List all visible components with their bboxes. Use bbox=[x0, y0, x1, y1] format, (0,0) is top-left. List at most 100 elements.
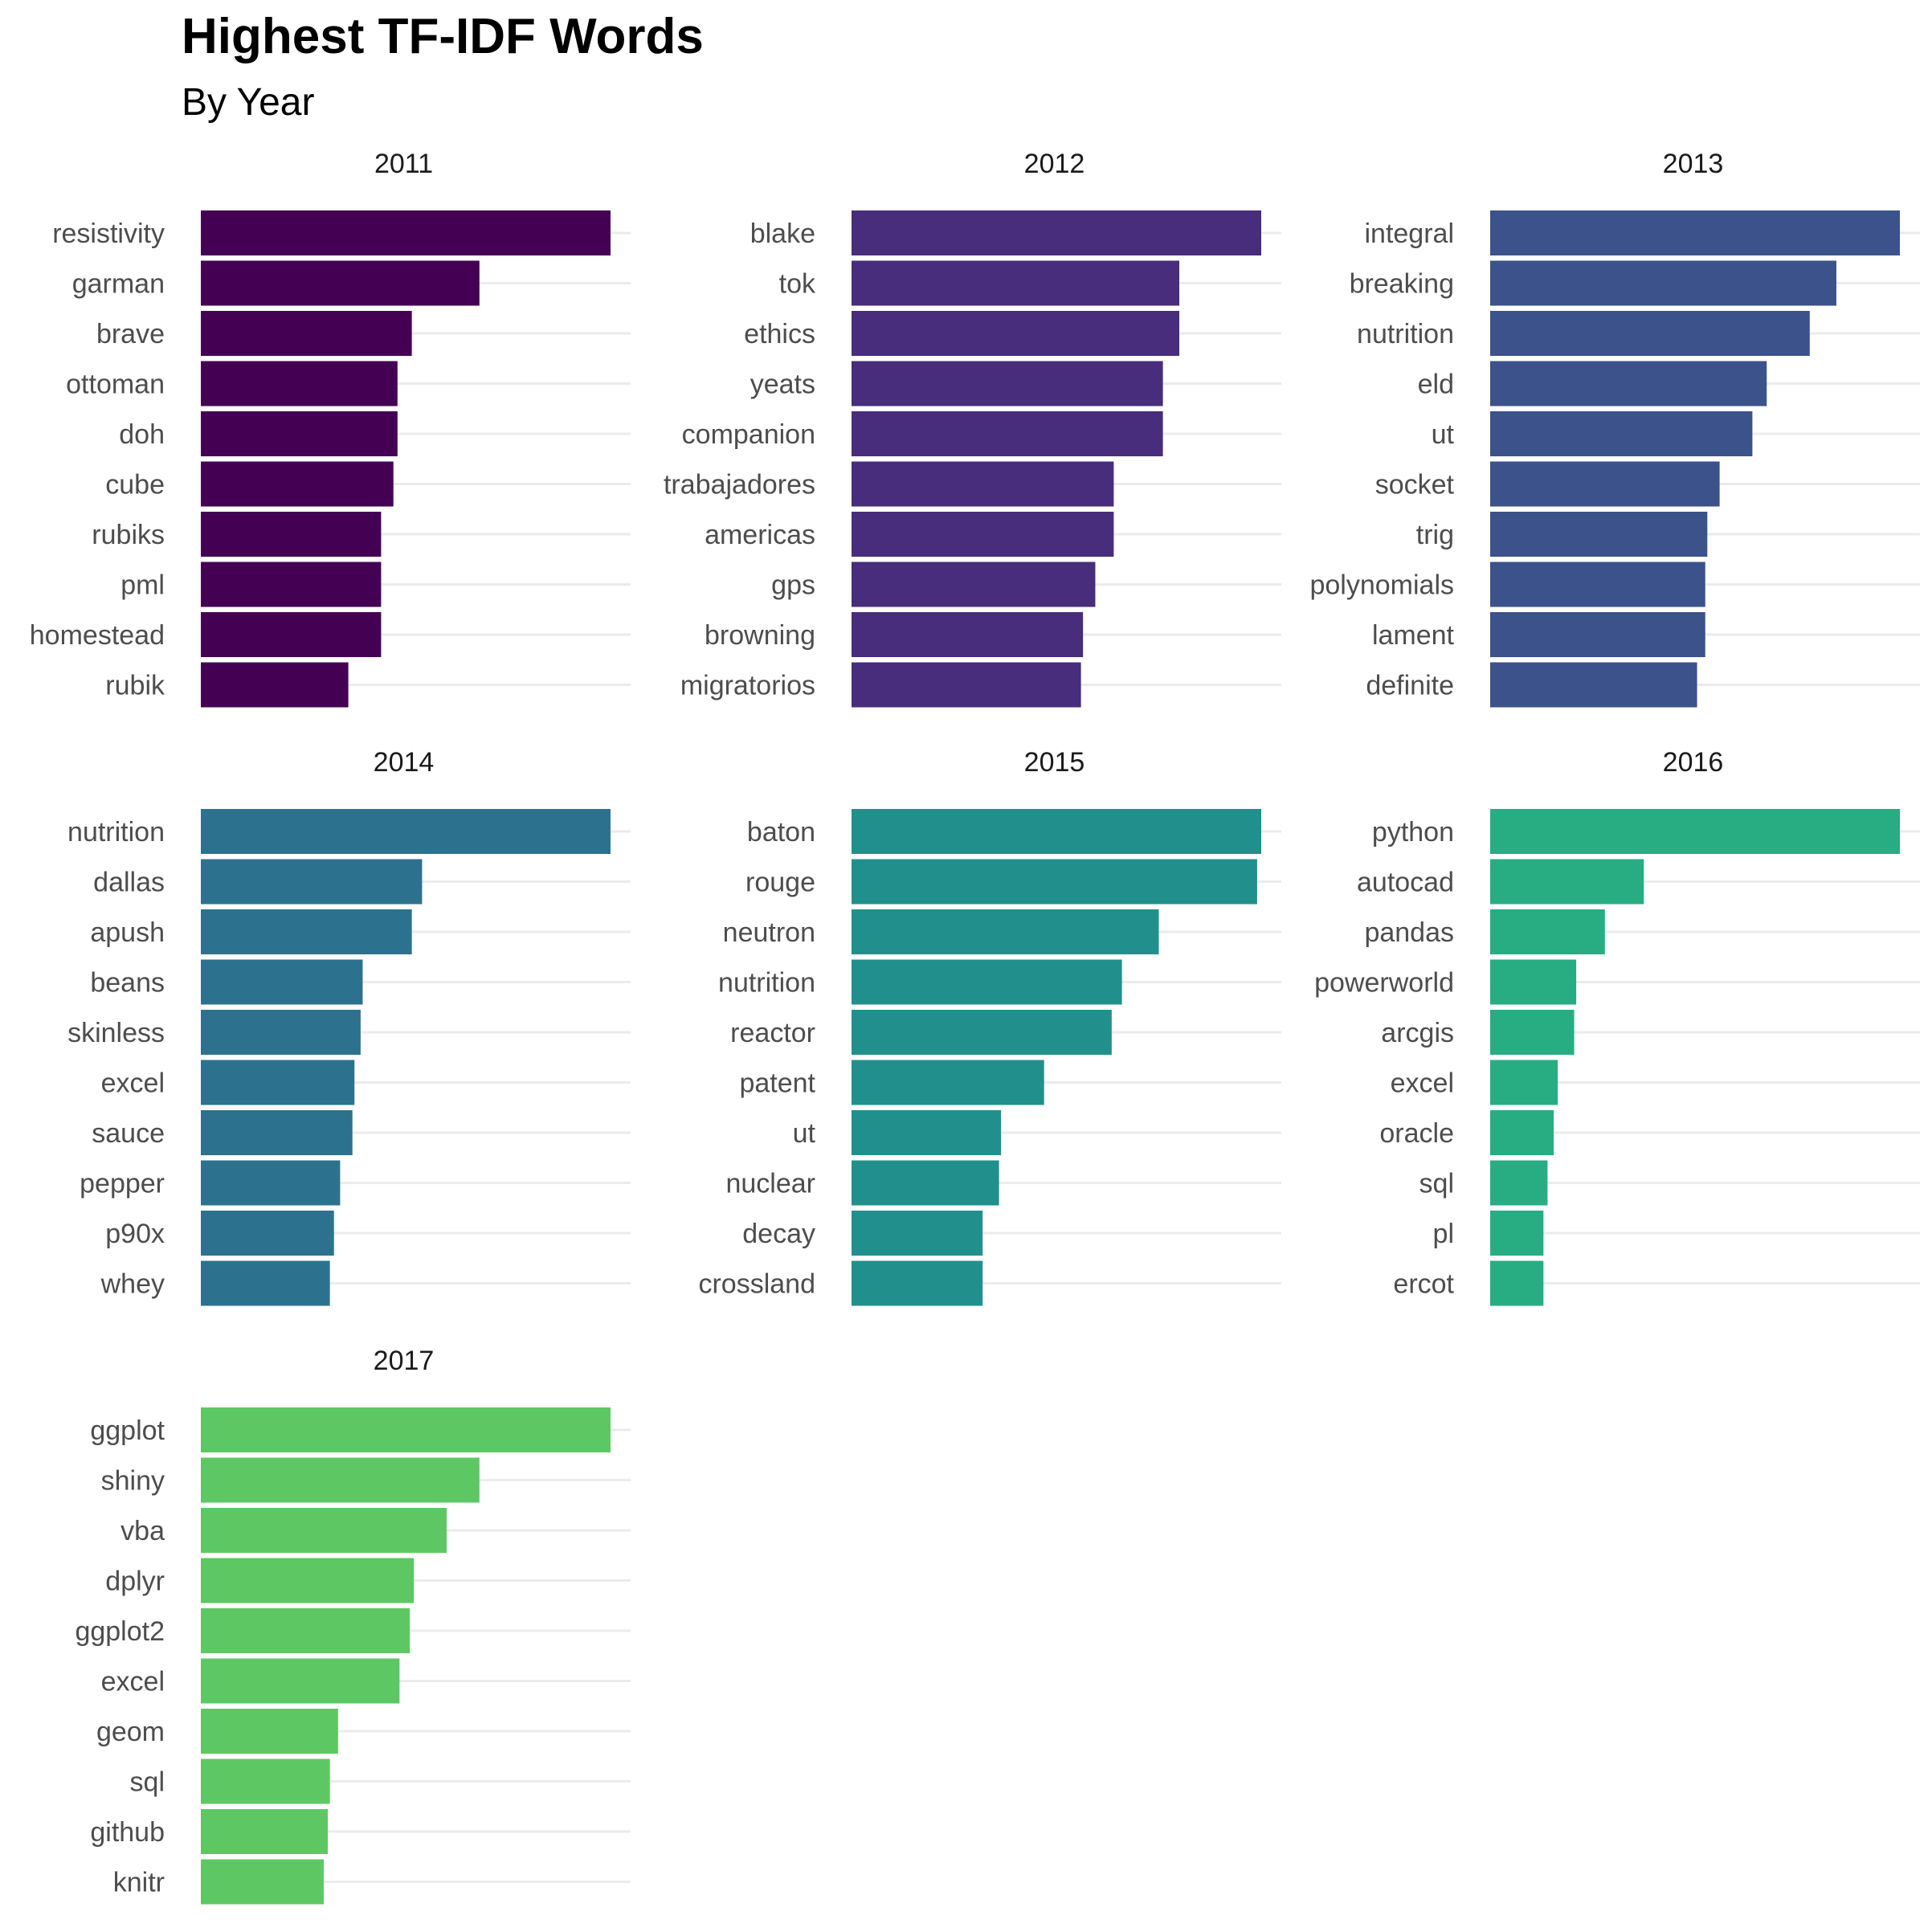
bar-crossland bbox=[852, 1260, 983, 1306]
bar-ut bbox=[852, 1110, 1002, 1155]
bar-companion bbox=[852, 411, 1163, 456]
bar-nutrition bbox=[201, 809, 611, 854]
tick-label-ercot: ercot bbox=[1393, 1269, 1454, 1300]
bar-ercot bbox=[1490, 1260, 1544, 1306]
bar-arcgis bbox=[1490, 1010, 1575, 1055]
tick-label-browning: browning bbox=[705, 620, 815, 651]
tick-label-eld: eld bbox=[1418, 370, 1454, 400]
tick-label-reactor: reactor bbox=[730, 1018, 815, 1048]
tick-label-integral: integral bbox=[1364, 219, 1454, 249]
bar-decay bbox=[852, 1211, 983, 1256]
facet-strip-label: 2012 bbox=[1024, 149, 1085, 179]
bar-baton bbox=[852, 809, 1261, 854]
bar-patent bbox=[852, 1060, 1044, 1105]
bar-dallas bbox=[201, 859, 423, 905]
tick-label-resistivity: resistivity bbox=[52, 219, 165, 249]
tick-label-polynomials: polynomials bbox=[1309, 570, 1454, 601]
tick-label-nutrition: nutrition bbox=[718, 968, 815, 999]
bar-nuclear bbox=[852, 1160, 999, 1206]
bar-blake bbox=[852, 210, 1261, 255]
facet-strip-label: 2016 bbox=[1663, 747, 1724, 778]
bar-brave bbox=[201, 311, 412, 356]
tick-label-gps: gps bbox=[771, 570, 815, 601]
facet-panel-2012: 2012 blake tok ethics yeats companion trabajad… bbox=[664, 149, 1281, 708]
tick-label-companion: companion bbox=[682, 419, 815, 450]
tick-label-rubik: rubik bbox=[105, 671, 165, 701]
tick-label-nutrition: nutrition bbox=[1357, 319, 1454, 349]
tick-label-homestead: homestead bbox=[30, 620, 165, 651]
bar-excel bbox=[1490, 1060, 1558, 1105]
bar-trabajadores bbox=[852, 461, 1114, 507]
tick-label-decay: decay bbox=[742, 1219, 815, 1249]
tick-label-garman: garman bbox=[72, 269, 165, 300]
tick-label-python: python bbox=[1372, 817, 1454, 848]
tick-label-pl: pl bbox=[1433, 1219, 1454, 1249]
tick-label-breaking: breaking bbox=[1350, 269, 1454, 300]
bar-nutrition bbox=[852, 959, 1122, 1005]
tick-label-neutron: neutron bbox=[723, 917, 815, 948]
facet-panel-2011: 2011 resistivity garman brave ottoman doh cube… bbox=[30, 149, 631, 708]
tick-label-americas: americas bbox=[705, 520, 815, 550]
bar-knitr bbox=[201, 1859, 324, 1905]
bar-tok bbox=[852, 260, 1179, 306]
bar-nutrition bbox=[1490, 311, 1810, 356]
bar-lament bbox=[1490, 612, 1705, 657]
tick-label-pepper: pepper bbox=[80, 1169, 165, 1199]
bar-skinless bbox=[201, 1010, 361, 1055]
bar-github bbox=[201, 1809, 329, 1854]
tick-label-socket: socket bbox=[1375, 470, 1455, 500]
tick-label-ggplot2: ggplot2 bbox=[75, 1616, 165, 1647]
bar-pepper bbox=[201, 1160, 341, 1206]
tick-label-tok: tok bbox=[779, 269, 816, 300]
bar-cube bbox=[201, 461, 394, 507]
facet-panel-2015: 2015 baton rouge neutron nutrition reactor pat… bbox=[698, 747, 1281, 1306]
tick-label-ethics: ethics bbox=[744, 319, 815, 349]
bar-python bbox=[1490, 809, 1900, 854]
bar-sql bbox=[1490, 1160, 1548, 1206]
tick-label-baton: baton bbox=[747, 817, 815, 848]
tick-label-nuclear: nuclear bbox=[725, 1169, 815, 1199]
tick-label-trabajadores: trabajadores bbox=[664, 470, 815, 500]
bar-ggplot bbox=[201, 1407, 611, 1452]
bar-resistivity bbox=[201, 210, 611, 255]
tick-label-rouge: rouge bbox=[745, 868, 815, 898]
tick-label-blake: blake bbox=[750, 219, 815, 249]
tick-label-lament: lament bbox=[1372, 620, 1455, 651]
tick-label-skinless: skinless bbox=[67, 1018, 165, 1048]
bar-whey bbox=[201, 1260, 330, 1306]
bar-gps bbox=[852, 562, 1096, 607]
bar-vba bbox=[201, 1508, 447, 1553]
bar-apush bbox=[201, 909, 412, 954]
bar-trig bbox=[1490, 512, 1708, 557]
bar-excel bbox=[201, 1658, 400, 1704]
tick-label-patent: patent bbox=[739, 1068, 815, 1099]
tick-label-knitr: knitr bbox=[113, 1868, 165, 1898]
tick-label-cube: cube bbox=[105, 470, 165, 500]
bar-browning bbox=[852, 612, 1084, 657]
bar-migratorios bbox=[852, 662, 1081, 708]
bar-ggplot2 bbox=[201, 1608, 411, 1653]
facet-panel-2013: 2013 integral breaking nutrition eld ut socket… bbox=[1309, 149, 1920, 708]
tick-label-oracle: oracle bbox=[1379, 1118, 1454, 1149]
bar-ut bbox=[1490, 411, 1753, 456]
bar-doh bbox=[201, 411, 398, 456]
tick-label-apush: apush bbox=[90, 917, 165, 948]
tick-label-yeats: yeats bbox=[750, 370, 815, 400]
bar-pml bbox=[201, 562, 382, 607]
facet-strip-label: 2017 bbox=[374, 1346, 435, 1376]
tick-label-github: github bbox=[90, 1817, 165, 1848]
bar-rubiks bbox=[201, 512, 382, 557]
facet-strip-label: 2011 bbox=[374, 149, 433, 179]
bar-autocad bbox=[1490, 859, 1644, 905]
tick-label-p90x: p90x bbox=[105, 1219, 165, 1249]
bar-reactor bbox=[852, 1010, 1112, 1055]
bar-dplyr bbox=[201, 1558, 415, 1603]
tick-label-trig: trig bbox=[1416, 520, 1454, 550]
bar-p90x bbox=[201, 1211, 334, 1256]
tick-label-brave: brave bbox=[96, 319, 165, 349]
bar-rubik bbox=[201, 662, 349, 708]
facet-panel-2014: 2014 nutrition dallas apush beans skinless exc… bbox=[67, 747, 631, 1306]
bar-powerworld bbox=[1490, 959, 1577, 1005]
facet-strip-label: 2015 bbox=[1024, 747, 1085, 778]
tick-label-definite: definite bbox=[1366, 671, 1454, 701]
